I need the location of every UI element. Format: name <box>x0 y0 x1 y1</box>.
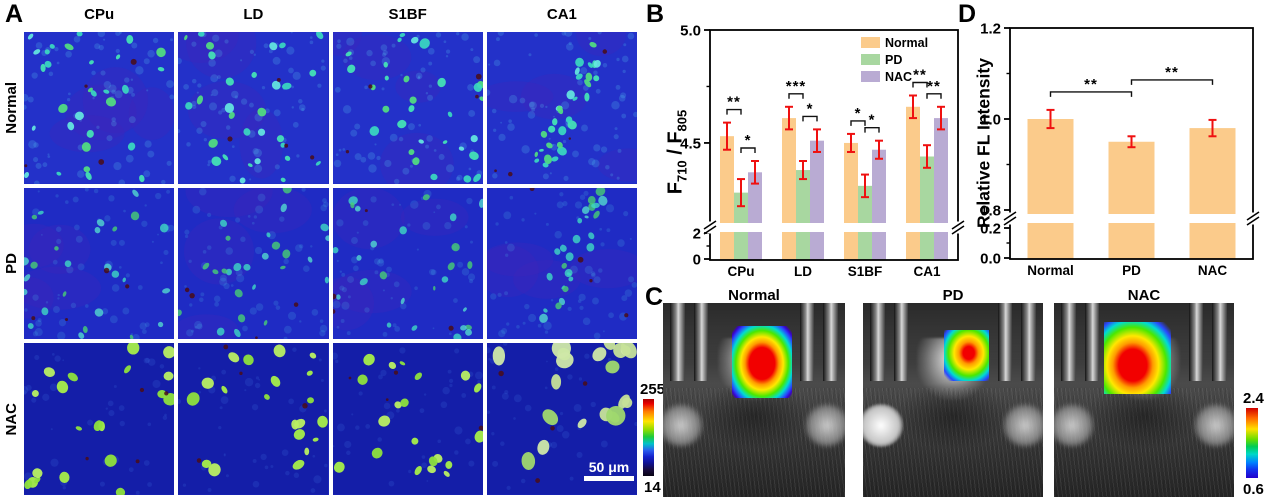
column-header-cpu: CPu <box>84 6 115 23</box>
svg-text:*: * <box>855 105 862 122</box>
mouse-ear-right <box>1194 403 1234 447</box>
colorbar-a-max: 255 <box>640 381 666 398</box>
micrograph-nac-cpu <box>24 343 175 495</box>
svg-text:PD: PD <box>885 53 902 67</box>
instrument-bar <box>1189 303 1204 381</box>
chart-b-ylabel: F710 / F805 <box>664 109 690 195</box>
column-header-ca1: CA1 <box>546 6 577 23</box>
svg-text:0.0: 0.0 <box>980 251 1001 268</box>
svg-text:PD: PD <box>1122 263 1141 278</box>
micrograph-pd-s1bf <box>332 187 483 340</box>
svg-text:Normal: Normal <box>885 36 928 50</box>
colorbar-a-gradient <box>643 399 654 476</box>
mouse-head-shadow <box>895 380 1011 451</box>
micrograph-nac-ld <box>178 343 329 495</box>
panel-a-column-headers: CPu LD S1BF CA1 <box>24 6 637 23</box>
svg-text:2: 2 <box>693 226 701 243</box>
svg-text:Normal: Normal <box>1027 263 1074 278</box>
colorbar-a-min: 14 <box>644 479 661 496</box>
mouse-label-pd: PD <box>942 287 964 304</box>
micrograph-grid <box>24 32 637 495</box>
svg-text:0: 0 <box>693 252 701 269</box>
micrograph-pd-ld <box>178 187 329 340</box>
instrument-bar <box>1212 303 1227 381</box>
fl-heatmap-blob <box>944 330 989 381</box>
panel-a-label: A <box>5 0 24 28</box>
column-header-ld: LD <box>243 6 264 23</box>
svg-text:5.0: 5.0 <box>680 23 701 40</box>
instrument-bar <box>823 303 838 381</box>
micrograph-normal-ld <box>178 32 329 184</box>
svg-text:NAC: NAC <box>1198 263 1227 278</box>
chart-d-ylabel: Relative FL Intensity <box>973 58 994 228</box>
svg-text:S1BF: S1BF <box>848 264 883 279</box>
mouse-image-pd <box>863 303 1043 497</box>
micrograph-pd-cpu <box>24 187 175 340</box>
svg-text:**: ** <box>1084 76 1098 93</box>
colorbar-c-max: 2.4 <box>1243 390 1264 407</box>
svg-text:**: ** <box>727 94 741 111</box>
mouse-ear-right <box>804 403 845 447</box>
panel-b-label: B <box>646 0 665 28</box>
row-label-normal: Normal <box>2 81 20 134</box>
svg-text:**: ** <box>913 67 927 84</box>
panel-d-label: D <box>958 0 977 28</box>
mouse-ear-right <box>1003 403 1043 447</box>
svg-text:NAC: NAC <box>885 70 912 84</box>
row-label-nac: NAC <box>2 402 20 436</box>
mouse-image-normal <box>663 303 845 497</box>
micrograph-pd-ca1 <box>486 187 637 340</box>
svg-text:LD: LD <box>794 264 812 279</box>
column-header-s1bf: S1BF <box>388 6 427 23</box>
colorbar-c-gradient <box>1246 408 1258 478</box>
micrograph-nac-ca1 <box>486 343 637 495</box>
fl-heatmap-blob <box>1104 322 1171 395</box>
fl-heatmap-blob <box>732 326 793 399</box>
mouse-label-nac: NAC <box>1127 287 1161 304</box>
svg-text:*: * <box>745 132 752 149</box>
micrograph-normal-cpu <box>24 32 175 184</box>
instrument-bar <box>1084 303 1099 381</box>
scale-bar: 50 μm <box>584 459 634 481</box>
row-label-pd: PD <box>2 253 20 274</box>
scale-bar-line <box>584 476 634 481</box>
panel-c-label: C <box>645 283 664 311</box>
mouse-image-nac <box>1054 303 1234 497</box>
instrument-bar <box>1021 303 1036 381</box>
svg-text:CPu: CPu <box>728 264 755 279</box>
colorbar-c-min: 0.6 <box>1243 481 1264 498</box>
instrument-bar <box>870 303 885 381</box>
svg-text:CA1: CA1 <box>913 264 940 279</box>
svg-text:***: *** <box>786 78 807 95</box>
panel-a-row-labels: Normal PD NAC <box>0 32 22 495</box>
svg-text:*: * <box>807 100 814 117</box>
instrument-bar <box>799 303 815 381</box>
svg-text:**: ** <box>1165 64 1179 81</box>
svg-text:*: * <box>869 112 876 129</box>
mouse-ear-left <box>863 403 903 447</box>
svg-text:**: ** <box>927 78 941 95</box>
svg-text:1.2: 1.2 <box>980 21 1001 38</box>
scale-bar-label: 50 μm <box>588 459 630 475</box>
instrument-bar <box>1061 303 1076 381</box>
micrograph-normal-ca1 <box>486 32 637 184</box>
mouse-ear-left <box>663 403 704 447</box>
instrument-bar <box>998 303 1013 381</box>
micrograph-normal-s1bf <box>332 32 483 184</box>
instrument-bar <box>670 303 685 381</box>
micrograph-nac-s1bf <box>332 343 483 495</box>
mouse-label-normal: Normal <box>728 287 780 304</box>
instrument-bar <box>893 303 908 381</box>
instrument-bar <box>693 303 709 381</box>
mouse-ear-left <box>1054 403 1094 447</box>
